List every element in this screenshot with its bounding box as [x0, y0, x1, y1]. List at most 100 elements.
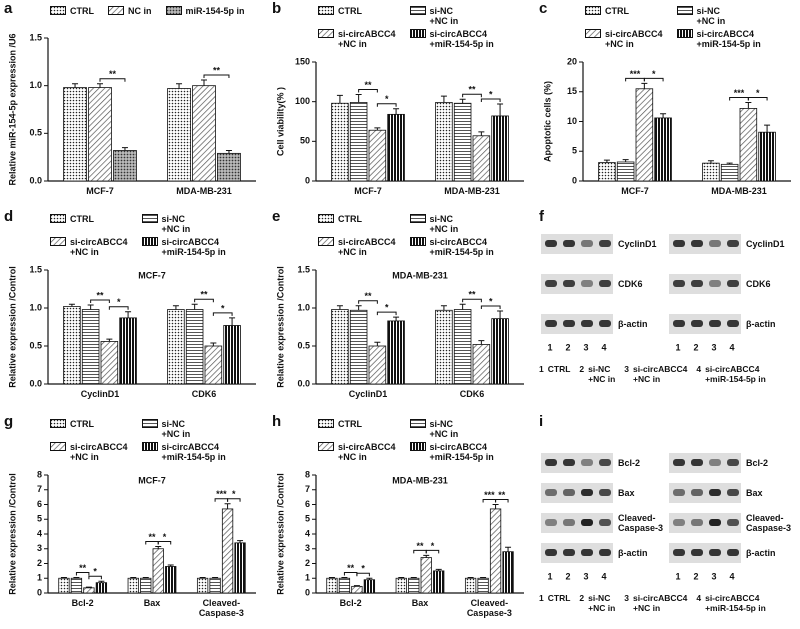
- y-tick-label: 8: [305, 469, 310, 479]
- panel-letter: a: [4, 0, 13, 17]
- blot-strip: [669, 234, 741, 254]
- significance-label: **: [498, 490, 506, 500]
- bar: [351, 585, 363, 594]
- bar: [140, 577, 152, 594]
- error-bar: [478, 340, 485, 345]
- legend-item: CTRL: [318, 419, 396, 439]
- panel-letter: d: [4, 208, 14, 225]
- bar: [152, 548, 164, 594]
- bar: [435, 309, 453, 385]
- legend: CTRL si-NC +NC in si-circABCC4 +NC in si-ci…: [50, 214, 226, 257]
- x-tick-label: Bcl-2: [339, 598, 362, 608]
- legend-label: si-circABCC4 +miR-154-5p in: [161, 237, 226, 257]
- blot-band: [709, 280, 721, 287]
- significance-bracket: [376, 103, 397, 107]
- bar: [338, 577, 351, 594]
- error-bar: [130, 577, 137, 579]
- legend-item: si-circABCC4 +miR-154-5p in: [409, 237, 494, 257]
- legend-swatch: [318, 237, 334, 246]
- bar: [758, 131, 776, 182]
- bar: [453, 309, 472, 385]
- x-tick-label: Bax: [411, 598, 429, 608]
- blot-band: [727, 519, 739, 526]
- bar: [616, 161, 635, 182]
- legend-label: si-circABCC4 +miR-154-5p in: [429, 442, 494, 462]
- legend-label: CTRL: [70, 6, 94, 16]
- significance-label: *: [385, 302, 389, 312]
- significance-label: **: [200, 290, 208, 300]
- lane-label: 4: [601, 571, 606, 581]
- x-tick-label: MDA-MB-231: [711, 186, 767, 196]
- bar: [453, 102, 472, 182]
- lane-label: 3: [711, 571, 716, 581]
- legend-item: CTRL: [318, 214, 396, 234]
- legend-item: CTRL: [585, 6, 663, 26]
- blot-strip: [541, 513, 613, 533]
- bar: [598, 162, 616, 182]
- bar: [387, 113, 405, 182]
- key-label: si-circABCC4 +NC in: [633, 364, 688, 384]
- bar: [408, 577, 420, 594]
- y-tick-label: 0.0: [297, 378, 310, 388]
- blot-band: [563, 519, 575, 526]
- legend-label: si-circABCC4 +miR-154-5p in: [429, 29, 494, 49]
- error-bar: [336, 305, 343, 310]
- significance-label: *: [489, 89, 493, 99]
- blot-band: [563, 459, 575, 466]
- error-bar: [764, 124, 771, 133]
- blot-band: [563, 320, 575, 327]
- error-bar: [435, 568, 442, 571]
- blot-strip: [669, 274, 741, 294]
- significance-label: *: [431, 541, 435, 551]
- blot-band: [581, 280, 593, 287]
- y-tick-label: 0: [572, 175, 577, 185]
- legend-label: si-NC +NC in: [429, 6, 459, 26]
- bar: [167, 88, 191, 182]
- y-tick-label: 6: [37, 499, 42, 509]
- legend-item: si-NC +NC in: [409, 419, 494, 439]
- bar: [387, 320, 405, 385]
- error-bar: [142, 577, 149, 579]
- key-item: 2 si-NC +NC in: [579, 364, 615, 384]
- error-bar: [374, 127, 381, 131]
- blot-strip: [541, 543, 613, 563]
- blot-band: [581, 240, 593, 247]
- legend-label: CTRL: [338, 214, 362, 224]
- y-tick-label: 0.0: [29, 175, 42, 185]
- blot-band: [581, 459, 593, 466]
- error-bar: [199, 577, 206, 579]
- bar: [95, 582, 108, 594]
- error-bar: [167, 564, 174, 567]
- blot-strip: [669, 513, 741, 533]
- error-bar: [440, 305, 447, 311]
- significance-bracket: [480, 305, 501, 310]
- chart-panel: b 0 50 100 150 Cell viability(% ) ** * ** * CTRL si…: [268, 0, 530, 205]
- blot-image: 1 2 3 4 1 2 3 4: [541, 234, 741, 352]
- y-tick-label: 0.5: [297, 340, 310, 350]
- key-label: CTRL: [547, 593, 571, 603]
- error-bar: [459, 98, 466, 104]
- significance-bracket: [413, 549, 427, 554]
- bar: [209, 577, 221, 594]
- y-tick-label: 0: [37, 587, 42, 597]
- legend-label: si-circABCC4 +NC in: [338, 29, 396, 49]
- legend-label: miR-154-5p in: [185, 6, 245, 16]
- legend-swatch-fill: [409, 442, 426, 451]
- x-tick-label: CyclinD1: [80, 389, 120, 399]
- y-tick-label: 50: [300, 136, 310, 146]
- chart-panel: c 0 5 10 15 20 Apoptotic cells (%) *** * *** * CTRL…: [535, 0, 797, 205]
- legend-swatch: [318, 442, 334, 451]
- error-bar: [745, 101, 752, 109]
- blot-band: [727, 489, 739, 496]
- significance-label: ***: [216, 489, 227, 499]
- legend-swatch: [50, 237, 66, 246]
- chart-panel: e 0.0 0.5 1.0 1.5 Relative expression /Contro…: [268, 208, 530, 408]
- bar: [489, 508, 502, 594]
- legend-item: si-circABCC4 +NC in: [50, 237, 128, 257]
- significance-bracket: [227, 498, 241, 502]
- y-tick-label: 100: [295, 96, 310, 106]
- lane-label: 1: [547, 571, 552, 581]
- y-axis-label: Relative miR-154-5p expression /U6: [7, 33, 17, 185]
- y-tick-label: 5: [572, 146, 577, 156]
- error-bar: [660, 113, 667, 118]
